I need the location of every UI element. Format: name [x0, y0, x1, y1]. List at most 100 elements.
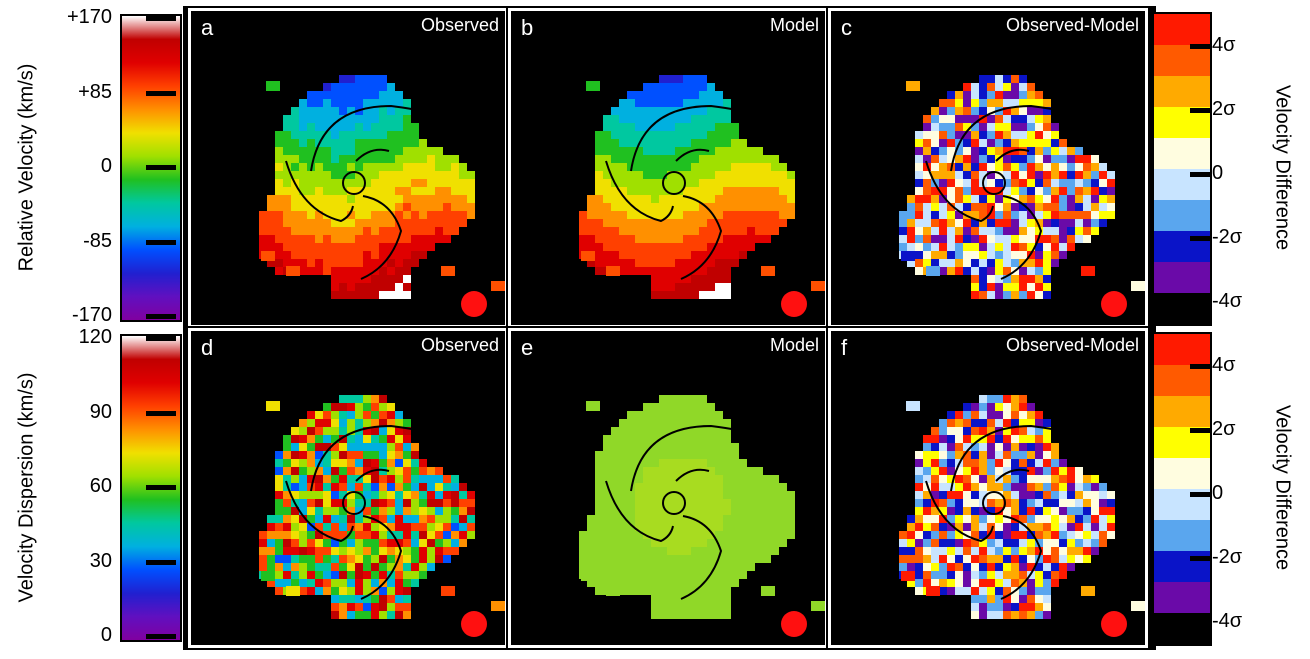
data-pixel	[411, 443, 419, 451]
data-pixel	[275, 515, 283, 523]
data-pixel	[427, 491, 435, 499]
data-pixel	[1035, 99, 1043, 107]
data-pixel	[379, 115, 387, 123]
data-pixel	[915, 187, 923, 195]
data-pixel	[683, 219, 691, 227]
data-pixel	[1051, 459, 1059, 467]
data-pixel	[651, 195, 659, 203]
data-pixel	[971, 195, 979, 203]
data-pixel	[723, 187, 731, 195]
data-pixel	[1035, 283, 1043, 291]
data-pixel	[1027, 403, 1035, 411]
data-pixel	[1003, 107, 1011, 115]
data-pixel	[1035, 147, 1043, 155]
data-pixel	[331, 555, 339, 563]
data-pixel	[315, 211, 323, 219]
data-pixel	[347, 435, 355, 443]
data-pixel	[1083, 187, 1091, 195]
data-pixel	[1075, 203, 1083, 211]
data-pixel	[635, 171, 643, 179]
colorbar-tick	[1190, 172, 1212, 177]
data-pixel	[915, 259, 923, 267]
data-pixel	[643, 475, 651, 483]
data-pixel	[355, 251, 363, 259]
data-pixel	[1075, 163, 1083, 171]
data-pixel	[979, 523, 987, 531]
data-pixel	[331, 171, 339, 179]
data-pixel	[307, 195, 315, 203]
data-pixel	[435, 179, 443, 187]
data-pixel	[355, 171, 363, 179]
data-pixel	[1027, 539, 1035, 547]
data-pixel	[411, 555, 419, 563]
data-pixel	[915, 555, 923, 563]
data-pixel	[307, 131, 315, 139]
data-pixel	[659, 539, 667, 547]
data-pixel	[995, 219, 1003, 227]
data-pixel	[971, 219, 979, 227]
data-pixel	[979, 259, 987, 267]
data-pixel	[595, 251, 603, 259]
data-pixel	[683, 107, 691, 115]
data-pixel	[347, 427, 355, 435]
data-pixel	[459, 523, 467, 531]
data-pixel	[395, 99, 403, 107]
data-pixel	[995, 555, 1003, 563]
data-pixel	[739, 243, 747, 251]
data-pixel	[1043, 211, 1051, 219]
data-pixel	[763, 203, 771, 211]
data-pixel	[387, 427, 395, 435]
data-pixel	[659, 123, 667, 131]
data-pixel	[331, 99, 339, 107]
data-pixel	[579, 547, 587, 555]
colorbar-tick-label: -4σ	[1212, 610, 1243, 632]
data-pixel	[1059, 531, 1067, 539]
data-pixel	[683, 99, 691, 107]
data-pixel	[323, 483, 331, 491]
data-pixel	[323, 499, 331, 507]
data-pixel	[619, 187, 627, 195]
data-pixel	[1059, 243, 1067, 251]
data-pixel	[363, 291, 371, 299]
data-pixel	[1027, 291, 1035, 299]
data-pixel	[371, 243, 379, 251]
data-pixel	[387, 435, 395, 443]
data-pixel	[1043, 491, 1051, 499]
data-pixel	[307, 499, 315, 507]
data-pixel	[371, 179, 379, 187]
data-pixel	[387, 131, 395, 139]
data-pixel	[411, 499, 419, 507]
data-pixel	[307, 507, 315, 515]
data-pixel	[1043, 163, 1051, 171]
data-pixel	[971, 563, 979, 571]
data-pixel	[291, 219, 299, 227]
data-pixel	[715, 203, 723, 211]
data-pixel	[923, 131, 931, 139]
data-pixel	[419, 499, 427, 507]
data-pixel	[1043, 179, 1051, 187]
data-pixel	[387, 115, 395, 123]
data-pixel	[1027, 283, 1035, 291]
data-pixel	[995, 579, 1003, 587]
data-pixel	[643, 243, 651, 251]
data-pixel	[987, 259, 995, 267]
data-pixel	[1011, 107, 1019, 115]
data-pixel	[1083, 475, 1091, 483]
data-pixel	[979, 555, 987, 563]
data-pixel	[1091, 539, 1099, 547]
data-pixel	[611, 523, 619, 531]
data-pixel	[947, 571, 955, 579]
data-pixel	[915, 515, 923, 523]
data-pixel	[427, 235, 435, 243]
data-pixel	[299, 171, 307, 179]
data-pixel	[691, 563, 699, 571]
data-pixel	[931, 139, 939, 147]
data-pixel	[947, 451, 955, 459]
data-pixel	[779, 163, 787, 171]
data-pixel	[979, 539, 987, 547]
data-pixel	[443, 235, 451, 243]
data-pixel	[643, 579, 651, 587]
data-pixel	[651, 163, 659, 171]
data-pixel	[443, 171, 451, 179]
data-pixel	[339, 427, 347, 435]
